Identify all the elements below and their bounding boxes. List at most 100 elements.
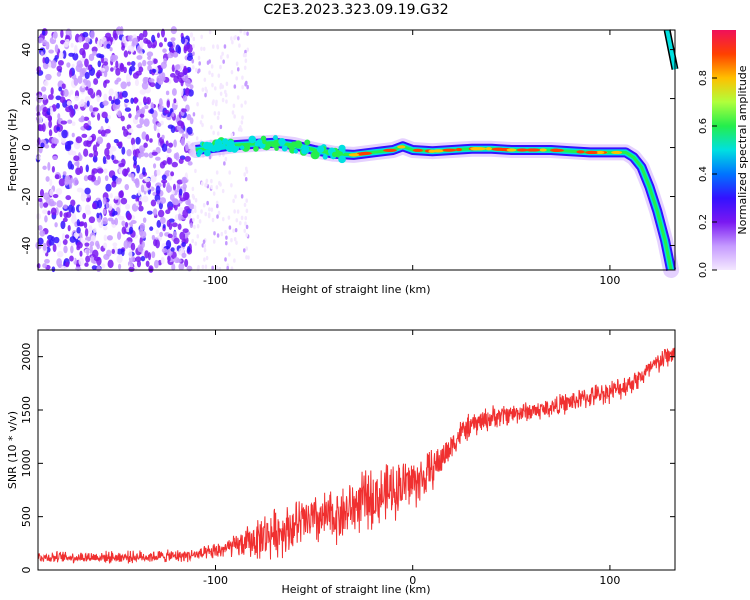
noise-speck (121, 248, 125, 257)
noise-speck (165, 90, 170, 96)
noise-speck (171, 263, 176, 271)
noise-speck (112, 210, 118, 216)
noise-speck (226, 54, 230, 59)
noise-speck (230, 183, 233, 188)
noise-speck (83, 122, 89, 130)
noise-speck (159, 216, 166, 224)
noise-speck (82, 42, 90, 50)
snr-x-label: Height of straight line (km) (281, 583, 430, 596)
y-tick-label: -40 (20, 237, 33, 255)
noise-speck (119, 141, 123, 149)
noise-speck (175, 152, 180, 161)
noise-speck (201, 153, 205, 159)
noise-speck (39, 200, 44, 209)
noise-speck (201, 243, 205, 248)
noise-speck (162, 160, 167, 166)
noise-speck (62, 217, 68, 223)
noise-speck (167, 206, 173, 211)
spectrogram-noise (35, 26, 250, 273)
noise-speck (133, 159, 137, 166)
noise-speck (171, 190, 175, 195)
noise-speck (130, 97, 134, 104)
noise-speck (171, 222, 178, 228)
noise-speck (178, 262, 185, 271)
noise-speck (106, 249, 112, 257)
noise-speck (153, 58, 158, 64)
noise-speck (186, 113, 192, 121)
noise-speck (167, 124, 174, 129)
noise-speck (155, 185, 161, 195)
noise-speck (39, 189, 45, 198)
noise-speck (243, 65, 247, 71)
noise-speck (126, 134, 132, 140)
noise-speck (151, 251, 156, 259)
noise-speck (66, 62, 71, 68)
noise-speck (102, 155, 107, 165)
noise-speck (194, 241, 198, 246)
noise-speck (139, 117, 145, 126)
noise-speck (58, 178, 66, 187)
noise-speck (176, 258, 182, 263)
noise-speck (96, 94, 101, 103)
noise-speck (181, 241, 186, 247)
noise-speck (86, 100, 90, 107)
x-tick-label: 100 (599, 574, 620, 587)
noise-speck (243, 172, 246, 177)
noise-speck (216, 233, 220, 238)
noise-speck (42, 30, 46, 36)
ridge-blob (281, 145, 288, 152)
noise-speck (69, 255, 74, 262)
noise-speck (42, 263, 47, 269)
noise-speck (101, 111, 108, 119)
noise-speck (193, 224, 196, 230)
noise-speck (192, 65, 195, 70)
ridge-blob (254, 141, 260, 147)
noise-speck (212, 130, 215, 135)
noise-speck (219, 64, 222, 70)
y-tick-label: 20 (20, 92, 33, 106)
noise-speck (42, 165, 47, 170)
snr-y-label: SNR (10 * v/v) (6, 411, 19, 489)
noise-speck (72, 177, 79, 186)
noise-speck (73, 77, 79, 86)
noise-speck (136, 260, 142, 268)
noise-speck (192, 195, 196, 200)
noise-speck (73, 104, 79, 110)
noise-speck (42, 94, 48, 101)
noise-speck (36, 66, 42, 73)
ridge-hotspot (516, 148, 528, 152)
noise-speck (118, 163, 125, 168)
noise-speck (230, 70, 234, 75)
noise-speck (235, 218, 239, 223)
noise-speck (97, 60, 102, 68)
ridge-blob (196, 152, 201, 158)
noise-speck (227, 215, 231, 220)
noise-speck (64, 261, 70, 268)
noise-speck (205, 255, 209, 261)
noise-speck (91, 265, 98, 270)
noise-speck (76, 219, 81, 227)
noise-speck (39, 230, 46, 237)
noise-speck (112, 242, 118, 247)
colorbar-tick-label: 0.4 (698, 166, 709, 182)
noise-speck (51, 143, 56, 149)
noise-speck (233, 114, 236, 119)
noise-speck (208, 155, 212, 160)
noise-speck (189, 222, 194, 229)
noise-speck (166, 100, 170, 108)
noise-speck (133, 97, 138, 104)
noise-speck (221, 188, 225, 194)
noise-speck (60, 29, 64, 39)
noise-speck (103, 80, 107, 88)
noise-speck (128, 266, 135, 272)
noise-speck (135, 136, 141, 145)
noise-speck (196, 214, 200, 220)
noise-speck (62, 238, 68, 246)
noise-speck (63, 88, 69, 97)
noise-speck (176, 179, 184, 185)
noise-speck (82, 212, 87, 220)
noise-speck (124, 107, 132, 112)
noise-speck (104, 175, 109, 182)
noise-speck (149, 138, 153, 143)
noise-speck (208, 207, 211, 212)
